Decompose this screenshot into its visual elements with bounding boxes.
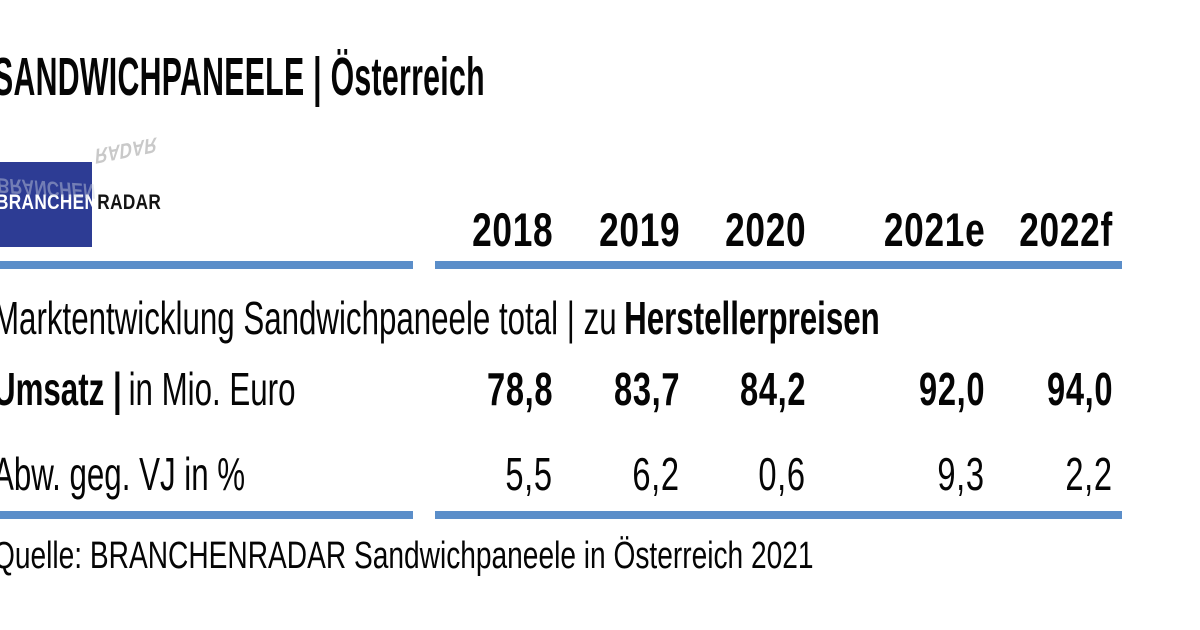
logo-blue-square <box>0 162 92 247</box>
umsatz-value-2020: 84,2 <box>739 363 806 415</box>
row-umsatz-label-bold: Umsatz | <box>0 363 122 415</box>
section-heading-regular: Marktentwicklung Sandwichpaneele total |… <box>0 292 617 344</box>
row-umsatz-label-unit: in Mio. Euro <box>128 363 296 415</box>
row-abw-label: Abw. geg. VJ in % <box>0 451 440 497</box>
umsatz-value-2022f: 94,0 <box>1046 363 1113 415</box>
year-column-2018: 2018 <box>471 203 553 256</box>
abw-value-2020: 0,6 <box>758 448 806 500</box>
umsatz-value-2018: 78,8 <box>486 363 553 415</box>
year-header-spacer <box>0 206 440 253</box>
year-column-2019: 2019 <box>598 203 680 256</box>
year-column-2021e: 2021e <box>883 203 985 256</box>
page-title: SANDWICHPANEELE | Österreich <box>0 50 871 104</box>
logo-reflection-top: RADAR <box>94 132 158 168</box>
table-row-abweichung: Abw. geg. VJ in % 5,5 6,2 0,6 9,3 2,2 <box>0 451 1113 497</box>
source-note-text: Quelle: BRANCHENRADAR Sandwichpaneele in… <box>0 535 814 577</box>
year-column-2022f: 2022f <box>1019 203 1113 256</box>
section-heading-bold: Herstellerpreisen <box>624 292 880 344</box>
row-umsatz-label: Umsatz | in Mio. Euro <box>0 366 440 412</box>
year-header-row: 2018 2019 2020 2021e 2022f <box>0 206 1113 253</box>
header-rule-left <box>0 261 413 269</box>
logo-wordmark-branchen: BRANCHEN <box>0 191 98 214</box>
logo-wordmark-radar: RADAR <box>97 191 162 214</box>
table-row-umsatz: Umsatz | in Mio. Euro 78,8 83,7 84,2 92,0… <box>0 366 1113 412</box>
logo-wordmark: BRANCHENRADAR <box>0 192 161 213</box>
abw-value-2019: 6,2 <box>632 448 680 500</box>
abw-value-2022f: 2,2 <box>1065 448 1113 500</box>
section-heading-text: Marktentwicklung Sandwichpaneele total |… <box>0 295 880 341</box>
source-note: Quelle: BRANCHENRADAR Sandwichpaneele in… <box>0 537 1102 575</box>
header-rule-right <box>435 261 1122 269</box>
year-column-2020: 2020 <box>724 203 806 256</box>
umsatz-value-2021e: 92,0 <box>918 363 985 415</box>
umsatz-value-2019: 83,7 <box>613 363 680 415</box>
abw-value-2018: 5,5 <box>505 448 553 500</box>
footer-rule-left <box>0 511 413 519</box>
page-title-text: SANDWICHPANEELE | Österreich <box>0 47 485 107</box>
footer-rule-right <box>435 511 1122 519</box>
branchenradar-logo: RADAR BRANCHENRADAR BRANCHEN <box>0 132 420 257</box>
section-heading: Marktentwicklung Sandwichpaneele total |… <box>0 295 1200 341</box>
abw-value-2021e: 9,3 <box>937 448 985 500</box>
row-abw-label-text: Abw. geg. VJ in % <box>0 448 246 500</box>
